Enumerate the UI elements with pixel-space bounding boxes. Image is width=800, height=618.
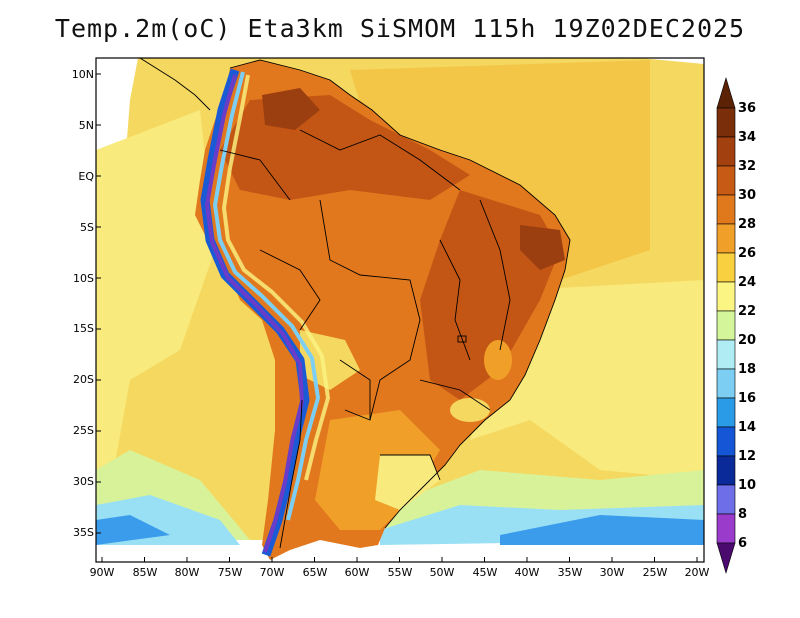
border-brazil-north xyxy=(299,129,461,191)
lon-label: 35W xyxy=(557,566,583,579)
colorbar-label: 24 xyxy=(738,275,757,290)
colorbar-swatch xyxy=(716,107,736,138)
andes-ridge-edge xyxy=(213,71,320,521)
colorbar-label: 6 xyxy=(738,536,748,551)
colorbar-swatch xyxy=(716,194,736,225)
colorbar-label: 30 xyxy=(738,188,757,203)
lat-label: 10S xyxy=(73,272,94,285)
colorbar-label: 8 xyxy=(738,507,748,522)
lat-label: 5S xyxy=(80,221,94,234)
colorbar-swatch xyxy=(716,252,736,283)
lon-label: 40W xyxy=(514,566,540,579)
border-paraguay xyxy=(339,359,371,421)
colorbar-swatch xyxy=(716,223,736,254)
lat-label: 20S xyxy=(73,373,94,386)
lon-label: 55W xyxy=(387,566,413,579)
lat-label: 15S xyxy=(73,322,94,335)
colorbar-swatch xyxy=(716,426,736,457)
lon-label: 80W xyxy=(174,566,200,579)
colorbar-swatch xyxy=(716,484,736,515)
lon-label: 85W xyxy=(132,566,158,579)
lon-label: 70W xyxy=(259,566,285,579)
ocean-coldest-band xyxy=(500,515,704,545)
colorbar-label: 22 xyxy=(738,304,757,319)
border-brazil-states-1 xyxy=(439,239,471,361)
border-brazil-states-3 xyxy=(419,379,491,411)
colorbar-label: 10 xyxy=(738,478,757,493)
lon-label: 30W xyxy=(599,566,625,579)
colorbar-top-arrow xyxy=(716,76,736,109)
lon-label: 45W xyxy=(472,566,498,579)
colorbar-swatch xyxy=(716,455,736,486)
land-mild-uruguay xyxy=(375,455,440,510)
lon-label: 65W xyxy=(302,566,328,579)
colorbar-label: 32 xyxy=(738,159,757,174)
coastline xyxy=(229,59,571,529)
highland-patch xyxy=(450,398,490,422)
colorbar-label: 14 xyxy=(738,420,757,435)
colorbar-label: 34 xyxy=(738,130,757,145)
colorbar xyxy=(716,76,736,575)
colorbar-label: 36 xyxy=(738,101,757,116)
land-hotter-venezuela xyxy=(262,88,320,130)
lon-label: 60W xyxy=(344,566,370,579)
lon-label: 25W xyxy=(642,566,668,579)
lat-label: 35S xyxy=(73,526,94,539)
colorbar-label: 20 xyxy=(738,333,757,348)
colorbar-label: 16 xyxy=(738,391,757,406)
colorbar-swatch xyxy=(716,310,736,341)
lon-ticks xyxy=(101,557,698,562)
federal-district xyxy=(457,335,467,343)
lat-label: 25S xyxy=(73,424,94,437)
lon-label: 90W xyxy=(89,566,115,579)
colorbar-label: 12 xyxy=(738,449,757,464)
colorbar-swatch xyxy=(716,513,736,544)
colorbar-swatch xyxy=(716,368,736,399)
temperature-field xyxy=(96,58,704,560)
andes-ridge-cold xyxy=(205,74,304,553)
colorbar-label: 28 xyxy=(738,217,757,232)
border-brazil-west xyxy=(319,199,421,421)
country-borders xyxy=(219,59,571,549)
colorbar-swatch xyxy=(716,165,736,196)
lon-label: 50W xyxy=(429,566,455,579)
lon-label: 20W xyxy=(684,566,710,579)
border-colombia xyxy=(219,149,291,201)
colorbar-swatch xyxy=(716,339,736,370)
lat-label: EQ xyxy=(78,170,94,183)
border-brazil-states-2 xyxy=(479,199,511,351)
map-title: Temp.2m(oC) Eta3km SiSMOM 115h 19Z02DEC2… xyxy=(54,14,746,43)
colorbar-swatch xyxy=(716,397,736,428)
ocean-cold-west-band xyxy=(96,515,170,545)
ocean-mild-band xyxy=(96,110,215,500)
lat-label: 5N xyxy=(78,119,94,132)
lon-label: 75W xyxy=(217,566,243,579)
andes-foothill xyxy=(222,74,330,481)
border-uruguay xyxy=(380,454,441,481)
lat-label: 10N xyxy=(71,68,94,81)
colorbar-label: 26 xyxy=(738,246,757,261)
highland-patch xyxy=(484,340,512,380)
lat-ticks xyxy=(96,73,101,534)
colorbar-label: 18 xyxy=(738,362,757,377)
border-peru-bolivia xyxy=(259,249,321,331)
ocean-warm-band xyxy=(350,60,650,280)
colorbar-swatch xyxy=(716,136,736,167)
central-america xyxy=(139,57,211,111)
colorbar-swatch xyxy=(716,281,736,312)
colorbar-bottom-arrow xyxy=(716,542,736,575)
land-hotter-nordeste xyxy=(520,225,565,270)
border-argentina-chile xyxy=(279,399,303,549)
lat-label: 30S xyxy=(73,475,94,488)
